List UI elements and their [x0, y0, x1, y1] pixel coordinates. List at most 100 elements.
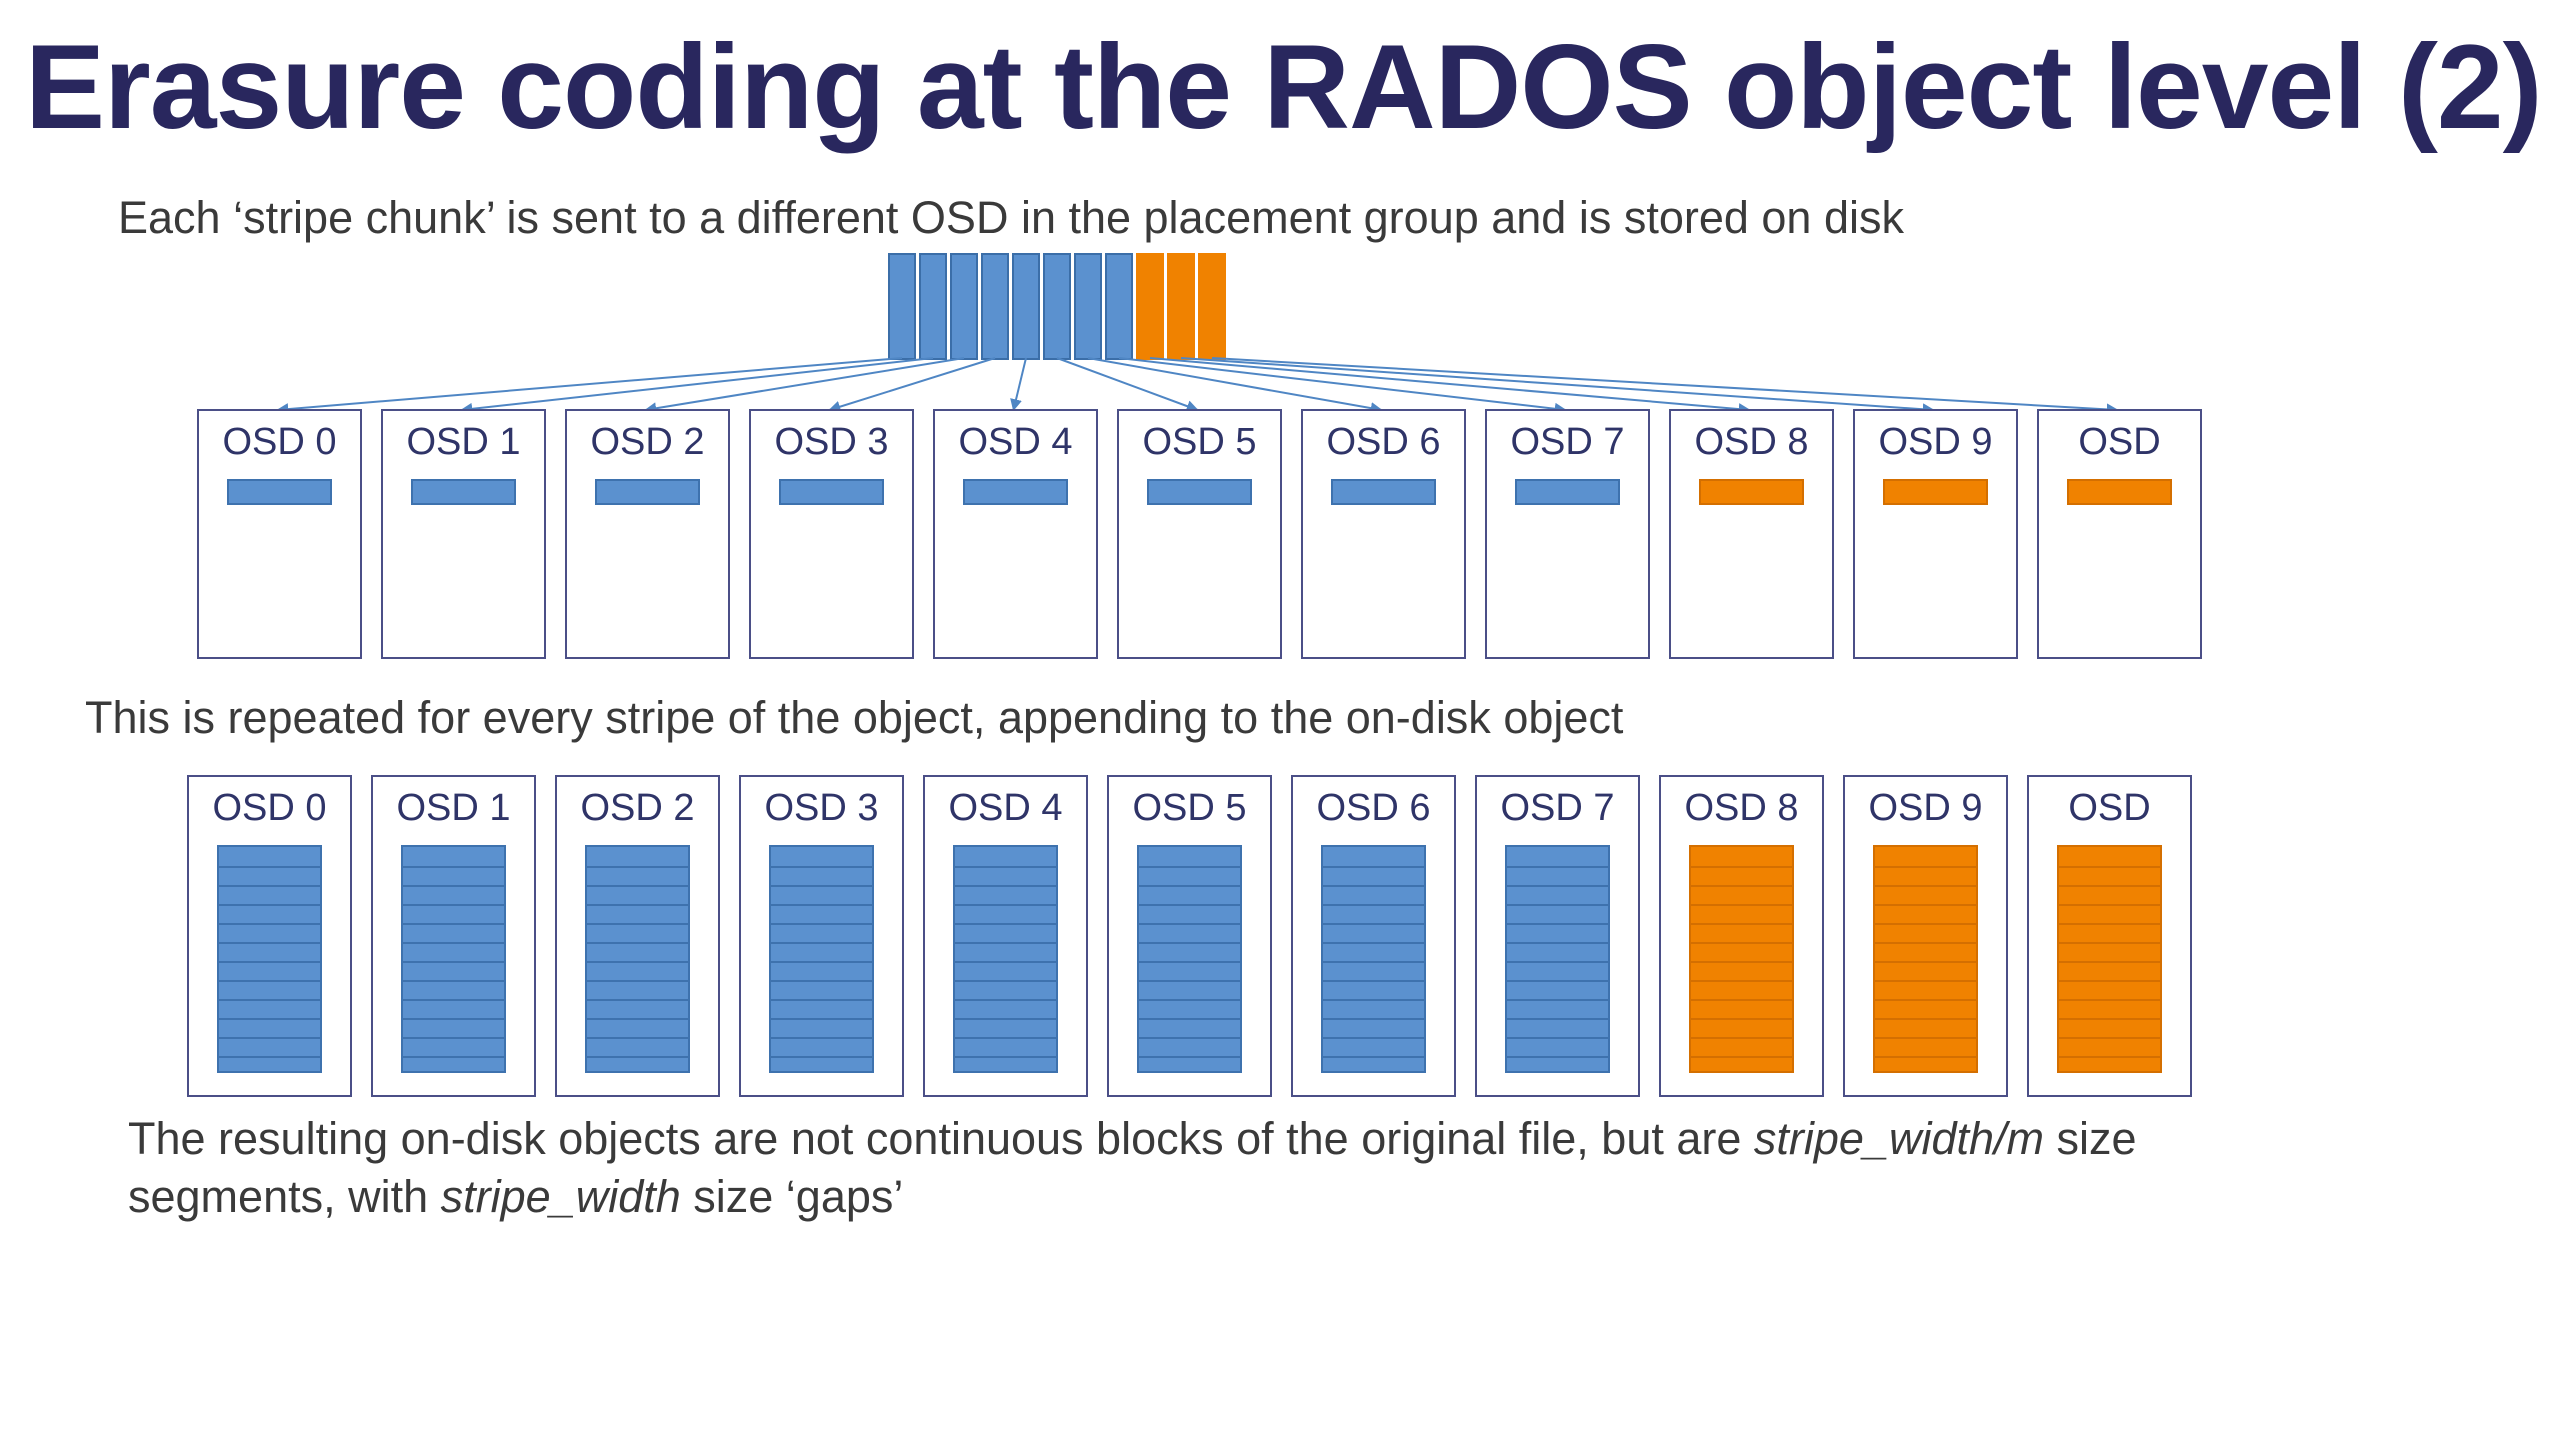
footer-emphasis: stripe_width/m: [1753, 1113, 2045, 1164]
segment-divider: [587, 885, 688, 887]
data-chunk: [227, 479, 332, 505]
data-chunk: [963, 479, 1068, 505]
segment-divider: [771, 1037, 872, 1039]
data-chunk-stack: [585, 845, 690, 1073]
footer-text: size: [2044, 1113, 2137, 1164]
segment-divider: [1507, 1037, 1608, 1039]
segment-divider: [1139, 980, 1240, 982]
distribution-arrow: [1010, 357, 1027, 412]
osd-label: OSD 6: [1326, 421, 1441, 463]
segment-divider: [2059, 904, 2160, 906]
segment-divider: [1691, 999, 1792, 1001]
segment-divider: [2059, 866, 2160, 868]
data-chunk-stack: [217, 845, 322, 1073]
osd-box: OSD: [2037, 409, 2202, 659]
distribution-arrow: [460, 357, 934, 415]
segment-divider: [955, 999, 1056, 1001]
parity-chunk: [2067, 479, 2172, 505]
osd-label: OSD 6: [1316, 787, 1431, 829]
data-chunk: [1331, 479, 1436, 505]
footer-emphasis: stripe_width: [440, 1171, 681, 1222]
data-chunk-stack: [1321, 845, 1426, 1073]
segment-divider: [1323, 1018, 1424, 1020]
segment-divider: [219, 999, 320, 1001]
data-chunk: [1515, 479, 1620, 505]
slide-title: Erasure coding at the RADOS object level…: [25, 20, 2543, 154]
segment-divider: [1323, 980, 1424, 982]
distribution-arrow: [1087, 357, 1383, 415]
segment-divider: [587, 961, 688, 963]
segment-divider: [1507, 980, 1608, 982]
segment-divider: [1691, 1018, 1792, 1020]
segment-divider: [955, 904, 1056, 906]
segment-divider: [1323, 885, 1424, 887]
osd-label: OSD 8: [1684, 787, 1799, 829]
segment-divider: [1691, 866, 1792, 868]
data-chunk: [411, 479, 516, 505]
segment-divider: [219, 942, 320, 944]
footer-line-2: segments, with stripe_width size ‘gaps’: [128, 1168, 2137, 1226]
segment-divider: [2059, 961, 2160, 963]
footer-text: The resulting on-disk objects are not co…: [128, 1113, 1754, 1164]
osd-label: OSD 1: [396, 787, 511, 829]
segment-divider: [1875, 1037, 1976, 1039]
distribution-arrow: [1118, 357, 1567, 415]
segment-divider: [219, 904, 320, 906]
segment-divider: [403, 942, 504, 944]
segment-divider: [403, 904, 504, 906]
data-chunk: [779, 479, 884, 505]
segment-divider: [955, 866, 1056, 868]
segment-divider: [1875, 961, 1976, 963]
osd-box: OSD 6: [1301, 409, 1466, 659]
segment-divider: [403, 866, 504, 868]
osd-label: OSD 9: [1868, 787, 1983, 829]
segment-divider: [219, 923, 320, 925]
segment-divider: [1139, 923, 1240, 925]
osd-box: OSD 6: [1291, 775, 1456, 1097]
osd-label: OSD 4: [958, 421, 1073, 463]
segment-divider: [1875, 942, 1976, 944]
osd-box: OSD 3: [739, 775, 904, 1097]
segment-divider: [1323, 999, 1424, 1001]
osd-label: OSD 4: [948, 787, 1063, 829]
distribution-arrow: [828, 357, 996, 413]
segment-divider: [1139, 1037, 1240, 1039]
segment-divider: [1507, 1018, 1608, 1020]
segment-divider: [1875, 885, 1976, 887]
data-chunk: [595, 479, 700, 505]
segment-divider: [1507, 923, 1608, 925]
segment-divider: [1139, 885, 1240, 887]
osd-label: OSD 3: [774, 421, 889, 463]
osd-box: OSD: [2027, 775, 2192, 1097]
stripe-description: Each ‘stripe chunk’ is sent to a differe…: [118, 192, 1904, 243]
segment-divider: [219, 866, 320, 868]
segment-divider: [2059, 885, 2160, 887]
repeat-description: This is repeated for every stripe of the…: [85, 692, 1624, 743]
osd-box: OSD 4: [923, 775, 1088, 1097]
data-chunk-stack: [1137, 845, 1242, 1073]
stripe-data-chunk: [950, 253, 978, 360]
distribution-arrow: [644, 357, 965, 415]
osd-box: OSD 5: [1117, 409, 1282, 659]
segment-divider: [587, 1018, 688, 1020]
segment-divider: [1875, 1056, 1976, 1058]
segment-divider: [771, 999, 872, 1001]
segment-divider: [1323, 961, 1424, 963]
segment-divider: [1691, 942, 1792, 944]
distribution-arrow: [1211, 357, 2119, 416]
segment-divider: [1139, 942, 1240, 944]
stripe-parity-chunk: [1167, 253, 1195, 360]
osd-label: OSD 9: [1878, 421, 1993, 463]
segment-divider: [1691, 1037, 1792, 1039]
segment-divider: [1139, 904, 1240, 906]
segment-divider: [1139, 866, 1240, 868]
segment-divider: [1323, 904, 1424, 906]
segment-divider: [2059, 942, 2160, 944]
segment-divider: [955, 942, 1056, 944]
segment-divider: [403, 980, 504, 982]
segment-divider: [403, 1056, 504, 1058]
segment-divider: [1507, 885, 1608, 887]
segment-divider: [1875, 866, 1976, 868]
segment-divider: [219, 1056, 320, 1058]
segment-divider: [771, 961, 872, 963]
